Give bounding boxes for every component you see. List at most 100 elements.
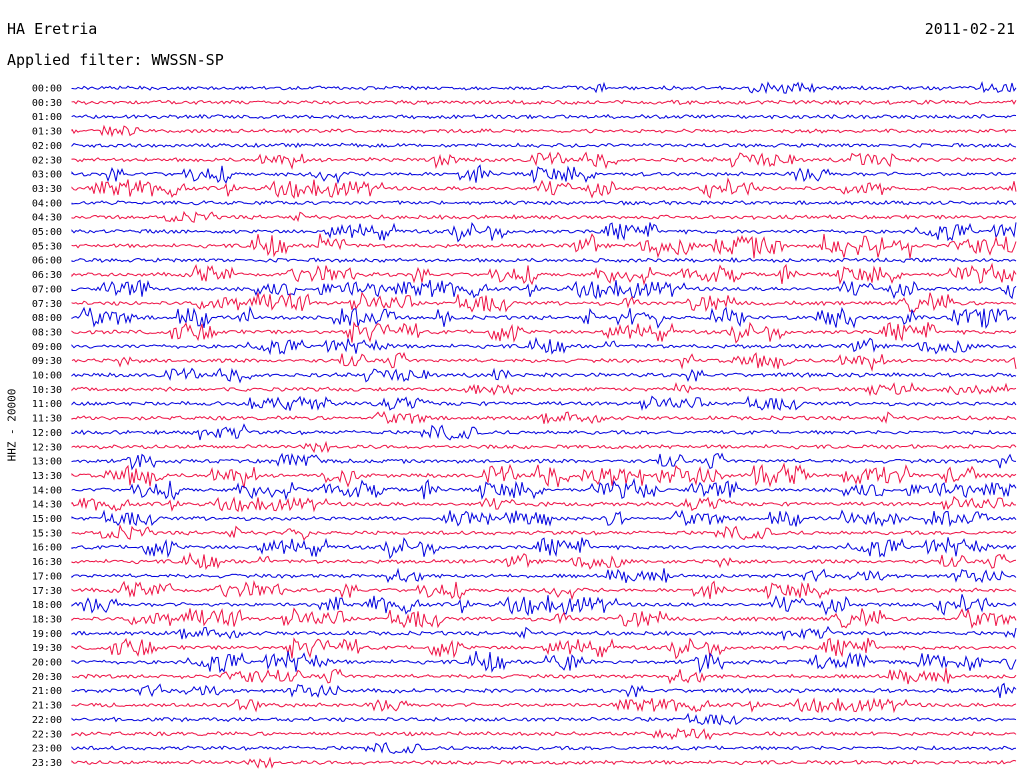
trace-line	[71, 151, 1017, 170]
row-time-label: 20:00	[32, 658, 62, 669]
trace-line	[71, 727, 1017, 741]
row-time-label: 03:30	[32, 184, 62, 195]
row-time-label: 05:30	[32, 241, 62, 252]
trace-line	[71, 551, 1017, 571]
row-time-label: 08:00	[32, 313, 62, 324]
trace-line	[71, 537, 1017, 560]
trace-line	[71, 756, 1017, 769]
row-time-label: 23:00	[32, 744, 62, 755]
trace-line	[71, 351, 1017, 372]
trace-line	[71, 395, 1017, 411]
row-time-label: 07:30	[32, 299, 62, 310]
row-time-label: 22:00	[32, 715, 62, 726]
trace-line	[71, 667, 1017, 685]
row-time-label: 01:00	[32, 112, 62, 123]
trace-line	[71, 697, 1017, 714]
trace-line	[71, 164, 1017, 185]
trace-line	[71, 99, 1017, 106]
row-time-label: 06:30	[32, 270, 62, 281]
trace-line	[71, 637, 1017, 660]
trace-line	[71, 410, 1017, 425]
row-time-label: 10:00	[32, 371, 62, 382]
row-time-label: 11:00	[32, 399, 62, 410]
trace-line	[71, 233, 1017, 259]
trace-line	[71, 580, 1017, 601]
row-time-label: 12:00	[32, 428, 62, 439]
trace-line	[71, 256, 1017, 264]
row-time-label: 12:30	[32, 442, 62, 453]
row-time-label: 02:30	[32, 155, 62, 166]
row-time-label: 00:00	[32, 84, 62, 95]
row-time-label: 13:00	[32, 457, 62, 468]
trace-line	[71, 113, 1017, 120]
row-time-label: 18:00	[32, 600, 62, 611]
trace-line	[71, 199, 1017, 206]
row-time-label: 04:00	[32, 198, 62, 209]
trace-line	[71, 509, 1017, 528]
station-name: HA Eretria	[7, 20, 98, 38]
row-time-label: 16:30	[32, 557, 62, 568]
trace-line	[71, 124, 1017, 138]
trace-line	[71, 321, 1017, 344]
row-time-label: 09:30	[32, 356, 62, 367]
row-time-label: 10:30	[32, 385, 62, 396]
row-time-label: 05:00	[32, 227, 62, 238]
row-time-label: 15:00	[32, 514, 62, 525]
row-time-label: 15:30	[32, 528, 62, 539]
row-time-label: 23:30	[32, 758, 62, 769]
row-time-label: 19:00	[32, 629, 62, 640]
row-time-label: 04:30	[32, 213, 62, 224]
trace-line	[71, 279, 1017, 300]
row-time-label: 01:30	[32, 127, 62, 138]
row-time-label: 08:30	[32, 327, 62, 338]
trace-line	[71, 336, 1017, 356]
row-time-label: 22:30	[32, 729, 62, 740]
row-time-label: 02:00	[32, 141, 62, 152]
row-time-label: 09:00	[32, 342, 62, 353]
trace-line	[71, 222, 1017, 243]
trace-line	[71, 142, 1017, 149]
filter-line: Applied filter: WWSSN-SP	[7, 51, 224, 69]
trace-line	[71, 210, 1017, 223]
trace-line	[71, 682, 1017, 699]
filter-name: WWSSN-SP	[151, 51, 224, 69]
trace-line	[71, 495, 1016, 513]
trace-line	[71, 452, 1017, 471]
trace-line	[71, 594, 1017, 617]
date-label: 2011-02-21	[924, 20, 1015, 38]
row-time-label: 07:00	[32, 284, 62, 295]
trace-line	[71, 523, 1017, 541]
trace-line	[71, 381, 1017, 397]
row-time-label: 11:30	[32, 414, 62, 425]
row-time-label: 14:00	[32, 485, 62, 496]
trace-line	[71, 262, 1017, 286]
row-time-label: 16:00	[32, 543, 62, 554]
trace-line	[71, 650, 1017, 674]
row-time-label: 13:30	[32, 471, 62, 482]
trace-line	[71, 80, 1017, 95]
trace-line	[71, 177, 1017, 200]
row-time-label: 06:00	[32, 256, 62, 267]
row-time-label: 14:30	[32, 500, 62, 511]
trace-line	[71, 741, 1017, 754]
trace-line	[71, 367, 1017, 384]
trace-line	[71, 712, 1017, 726]
trace-line	[71, 625, 1017, 642]
trace-line	[71, 567, 1017, 584]
filter-prefix: Applied filter:	[7, 51, 143, 69]
row-time-label: 18:30	[32, 614, 62, 625]
trace-line	[71, 607, 1017, 629]
row-time-label: 17:30	[32, 586, 62, 597]
row-time-label: 19:30	[32, 643, 62, 654]
row-time-label: 17:00	[32, 571, 62, 582]
trace-line	[71, 440, 1017, 454]
trace-line	[71, 462, 1017, 489]
trace-line	[71, 291, 1017, 313]
row-time-label: 21:00	[32, 686, 62, 697]
row-time-label: 03:00	[32, 170, 62, 181]
trace-line	[71, 305, 1017, 330]
row-time-label: 21:30	[32, 701, 62, 712]
row-time-label: 00:30	[32, 98, 62, 109]
row-time-label: 20:30	[32, 672, 62, 683]
